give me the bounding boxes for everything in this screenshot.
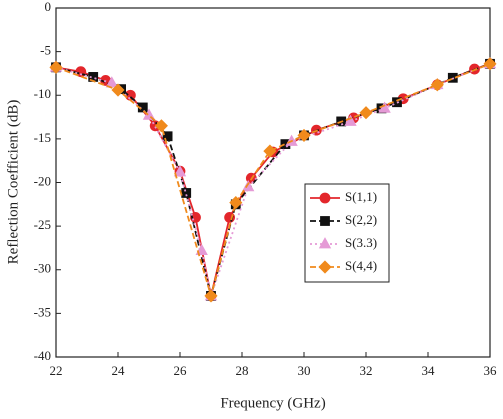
- legend-label: S(2,2): [345, 212, 377, 227]
- legend-label: S(4,4): [345, 258, 377, 273]
- legend-marker: [320, 216, 330, 226]
- y-tick-label: -20: [34, 173, 51, 188]
- x-tick-label: 36: [484, 363, 498, 378]
- legend-label: S(1,1): [345, 189, 377, 204]
- y-tick-label: -40: [34, 348, 51, 363]
- x-axis-title: Frequency (GHz): [220, 395, 325, 411]
- y-tick-label: -30: [34, 261, 51, 276]
- x-tick-label: 24: [112, 363, 126, 378]
- y-tick-label: 0: [45, 0, 52, 14]
- marker: [124, 89, 136, 101]
- x-tick-label: 30: [298, 363, 311, 378]
- marker: [162, 131, 173, 142]
- legend-marker: [319, 192, 331, 204]
- x-tick-label: 34: [422, 363, 436, 378]
- x-tick-label: 22: [50, 363, 63, 378]
- y-tick-label: -35: [34, 304, 51, 319]
- legend-frame: [304, 183, 390, 283]
- x-tick-label: 28: [236, 363, 249, 378]
- x-tick-label: 26: [174, 363, 188, 378]
- y-tick-label: -10: [34, 86, 51, 101]
- y-tick-label: -5: [40, 43, 51, 58]
- legend-marker: [318, 260, 332, 274]
- y-tick-label: -25: [34, 217, 51, 232]
- marker: [263, 144, 277, 158]
- marker: [344, 114, 357, 126]
- series-line: [55, 63, 491, 300]
- marker: [204, 289, 218, 303]
- marker: [242, 180, 255, 192]
- legend-marker: [318, 237, 332, 249]
- marker: [359, 106, 373, 120]
- marker: [483, 57, 497, 71]
- legend-label: S(3.3): [345, 235, 377, 250]
- marker: [111, 83, 125, 97]
- series-line: [55, 62, 491, 297]
- plot-frame: [55, 7, 491, 358]
- marker: [154, 119, 168, 133]
- marker: [229, 196, 243, 210]
- x-tick-label: 32: [360, 363, 373, 378]
- marker: [49, 60, 63, 74]
- series-line: [55, 62, 491, 297]
- marker: [173, 165, 187, 177]
- marker: [297, 128, 311, 142]
- y-tick-label: -15: [34, 130, 51, 145]
- y-axis-title: Reflection Coefficient (dB): [5, 100, 21, 265]
- marker: [430, 78, 444, 92]
- series-line: [55, 63, 491, 300]
